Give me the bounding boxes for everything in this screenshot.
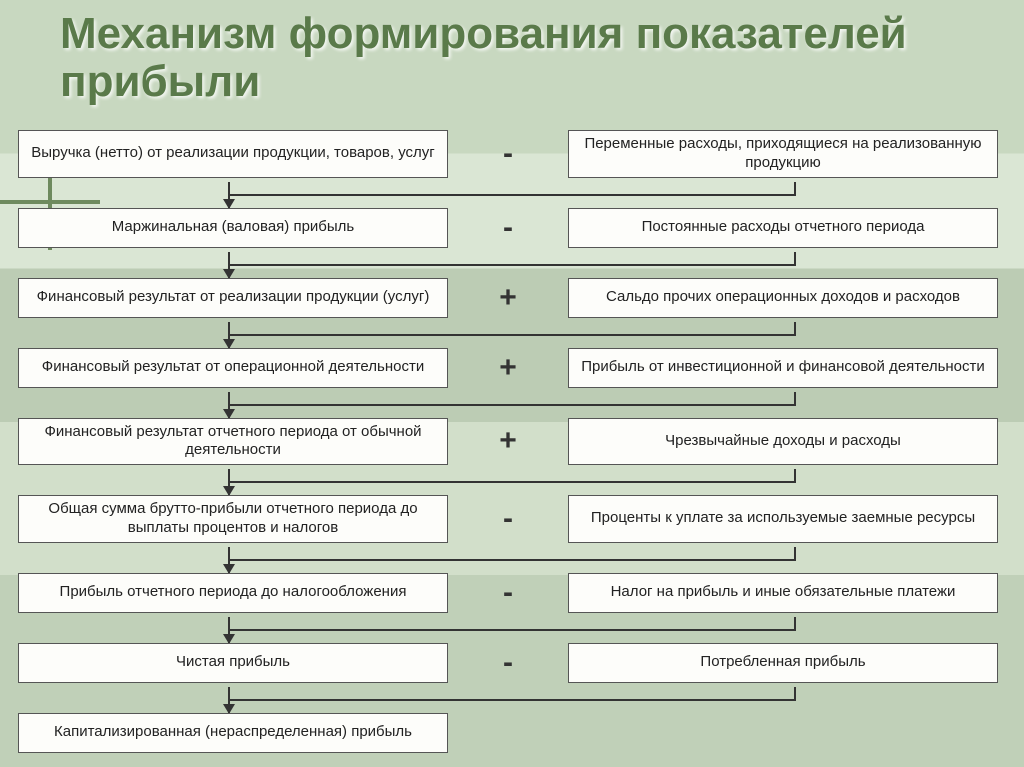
operator: + — [448, 418, 568, 466]
connector — [18, 322, 1006, 348]
connector-hline — [229, 334, 796, 336]
operator: + — [448, 278, 568, 318]
left-box: Финансовый результат от операционной дея… — [18, 348, 448, 388]
flow-row: Выручка (нетто) от реализации продукции,… — [18, 130, 1006, 178]
connector — [18, 392, 1006, 418]
flow-row: Маржинальная (валовая) прибыль-Постоянны… — [18, 208, 1006, 248]
right-box: Сальдо прочих операционных доходов и рас… — [568, 278, 998, 318]
operator: - — [448, 208, 568, 248]
left-box: Финансовый результат отчетного периода о… — [18, 418, 448, 466]
connector — [18, 252, 1006, 278]
right-box: Потребленная прибыль — [568, 643, 998, 683]
flow-row: Финансовый результат от реализации проду… — [18, 278, 1006, 318]
right-box: Проценты к уплате за используемые заемны… — [568, 495, 998, 543]
connector-hline — [229, 559, 796, 561]
right-box: Налог на прибыль и иные обязательные пла… — [568, 573, 998, 613]
right-box: Прибыль от инвестиционной и финансовой д… — [568, 348, 998, 388]
connector-hline — [229, 194, 796, 196]
right-box: Чрезвычайные доходы и расходы — [568, 418, 998, 466]
left-box: Маржинальная (валовая) прибыль — [18, 208, 448, 248]
connector — [18, 469, 1006, 495]
left-box: Чистая прибыль — [18, 643, 448, 683]
right-box: Переменные расходы, приходящиеся на реал… — [568, 130, 998, 178]
flow-row: Прибыль отчетного периода до налогооблож… — [18, 573, 1006, 613]
operator: - — [448, 130, 568, 178]
operator: - — [448, 643, 568, 683]
connector-hline — [229, 264, 796, 266]
connector-hline — [229, 404, 796, 406]
left-box: Прибыль отчетного периода до налогооблож… — [18, 573, 448, 613]
flow-row: Финансовый результат отчетного периода о… — [18, 418, 1006, 466]
flow-row: Капитализированная (нераспределенная) пр… — [18, 713, 1006, 753]
right-box: Постоянные расходы отчетного периода — [568, 208, 998, 248]
connector-hline — [229, 699, 796, 701]
flow-row: Чистая прибыль-Потребленная прибыль — [18, 643, 1006, 683]
left-box: Общая сумма брутто-прибыли отчетного пер… — [18, 495, 448, 543]
left-box: Капитализированная (нераспределенная) пр… — [18, 713, 448, 753]
operator: - — [448, 573, 568, 613]
flow-row: Общая сумма брутто-прибыли отчетного пер… — [18, 495, 1006, 543]
left-box: Финансовый результат от реализации проду… — [18, 278, 448, 318]
connector — [18, 547, 1006, 573]
connector — [18, 617, 1006, 643]
operator: + — [448, 348, 568, 388]
left-box: Выручка (нетто) от реализации продукции,… — [18, 130, 448, 178]
connector-hline — [229, 481, 796, 483]
connector-hline — [229, 629, 796, 631]
flow-row: Финансовый результат от операционной дея… — [18, 348, 1006, 388]
page-title: Механизм формирования показателей прибыл… — [60, 10, 1004, 107]
connector — [18, 182, 1006, 208]
flowchart: Выручка (нетто) от реализации продукции,… — [18, 130, 1006, 757]
operator: - — [448, 495, 568, 543]
connector — [18, 687, 1006, 713]
